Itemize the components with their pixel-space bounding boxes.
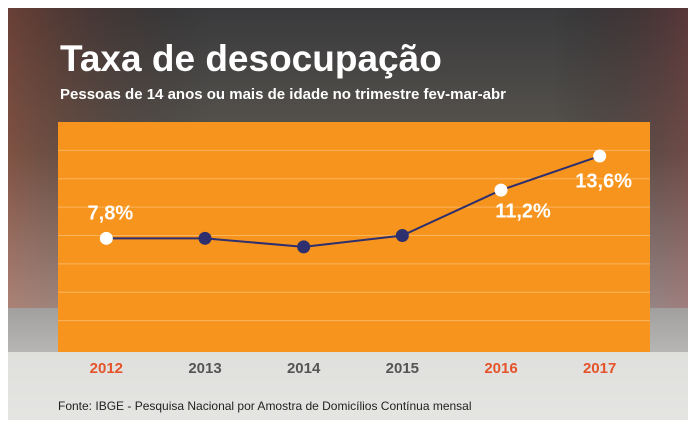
x-tick-label: 2014 xyxy=(287,360,321,377)
marker xyxy=(297,240,310,253)
value-label: 7,8% xyxy=(88,203,134,225)
value-label: 13,6% xyxy=(575,170,632,192)
chart: Taxa de desocupação Pessoas de 14 anos o… xyxy=(0,0,691,425)
x-tick-label: 2013 xyxy=(188,360,221,377)
x-tick-label: 2016 xyxy=(484,360,517,377)
chart-subtitle: Pessoas de 14 anos ou mais de idade no t… xyxy=(60,86,506,103)
marker xyxy=(593,150,606,163)
source-note: Fonte: IBGE - Pesquisa Nacional por Amos… xyxy=(58,399,472,413)
marker xyxy=(100,232,113,245)
x-tick-label: 2015 xyxy=(386,360,419,377)
page: Taxa de desocupação Pessoas de 14 anos o… xyxy=(0,0,691,425)
x-tick-label: 2012 xyxy=(90,360,123,377)
marker xyxy=(199,232,212,245)
x-tick-label: 2017 xyxy=(583,360,616,377)
chart-title: Taxa de desocupação xyxy=(60,38,442,79)
marker xyxy=(495,184,508,197)
value-label: 11,2% xyxy=(495,200,551,222)
marker xyxy=(396,229,409,242)
plot-area xyxy=(58,122,650,352)
